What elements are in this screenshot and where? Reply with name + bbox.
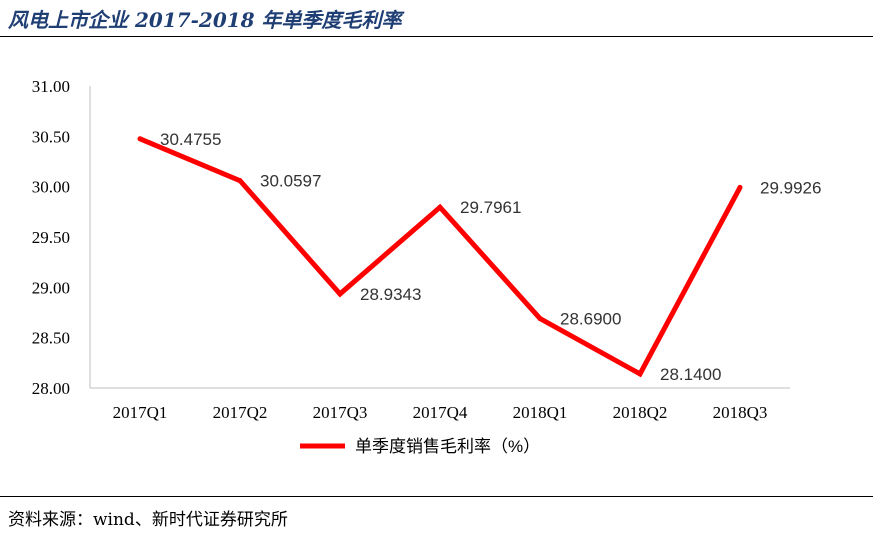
- data-point: [537, 316, 543, 322]
- data-label: 30.0597: [260, 172, 321, 191]
- x-tick-label: 2017Q3: [313, 403, 368, 422]
- series-line: [139, 136, 743, 378]
- bottom-rule: [0, 496, 873, 497]
- x-tick-label: 2018Q2: [613, 403, 668, 422]
- x-tick-label: 2018Q1: [513, 403, 568, 422]
- y-tick-label: 31.00: [32, 77, 70, 96]
- x-tick-label: 2017Q2: [213, 403, 268, 422]
- chart-title: 风电上市企业 2017-2018 年单季度毛利率: [8, 8, 402, 32]
- data-point: [637, 371, 643, 377]
- x-tick-label: 2017Q4: [413, 403, 468, 422]
- y-tick-label: 29.00: [32, 278, 70, 297]
- y-tick-label: 29.50: [32, 228, 70, 247]
- data-label: 29.9926: [760, 178, 821, 197]
- data-label: 28.9343: [360, 285, 421, 304]
- legend-label: 单季度销售毛利率（%）: [355, 437, 540, 456]
- source-note: 资料来源：wind、新时代证券研究所: [8, 510, 288, 530]
- data-point: [337, 291, 343, 297]
- top-rule: [0, 36, 873, 37]
- data-point: [237, 178, 243, 184]
- data-point: [737, 184, 743, 190]
- line-chart: 28.00 28.50 29.00 29.50 30.00 30.50 31.00 2017Q…: [32, 77, 822, 456]
- data-label: 28.1400: [660, 365, 721, 384]
- y-tick-label: 30.50: [32, 127, 70, 146]
- data-label: 29.7961: [460, 198, 521, 217]
- y-tick-label: 30.00: [32, 178, 70, 197]
- y-tick-label: 28.00: [32, 379, 70, 398]
- data-label: 30.4755: [160, 130, 221, 149]
- y-tick-label: 28.50: [32, 329, 70, 348]
- data-point: [437, 204, 443, 210]
- x-tick-label: 2017Q1: [113, 403, 168, 422]
- data-point: [137, 136, 143, 142]
- x-tick-label: 2018Q3: [713, 403, 768, 422]
- data-label: 28.6900: [560, 310, 621, 329]
